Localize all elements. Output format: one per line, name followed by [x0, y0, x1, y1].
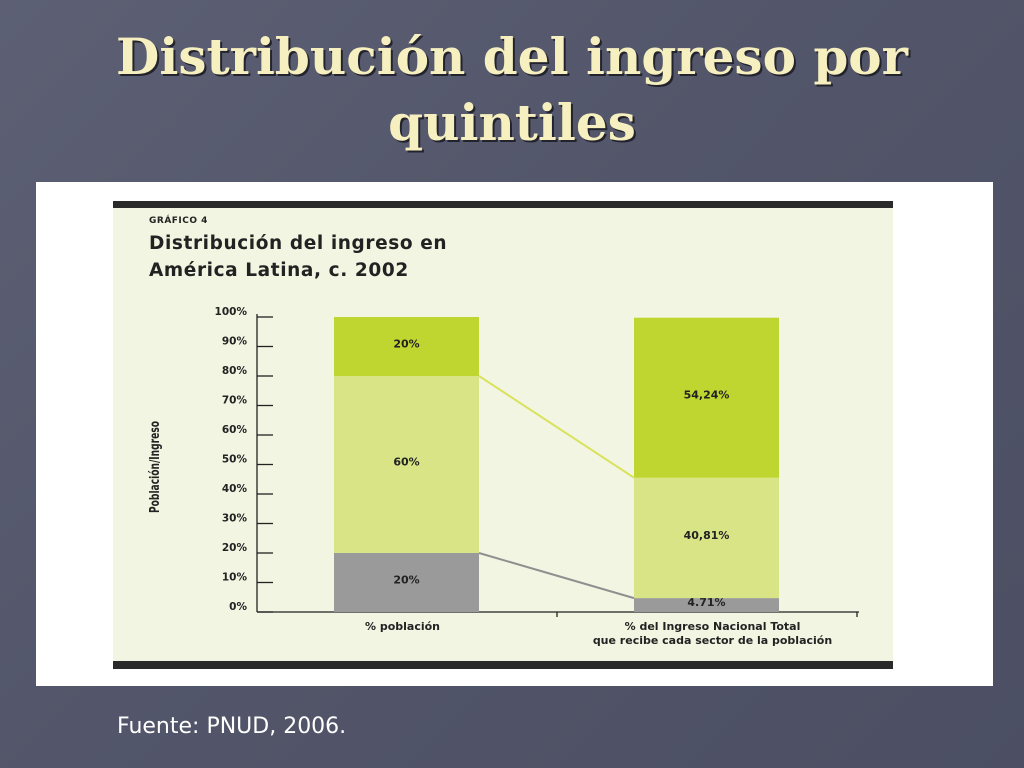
connector-line [478, 375, 635, 479]
y-tick-label: 0% [229, 601, 247, 613]
bar-segment-label: 4.71% [687, 596, 725, 609]
bar-segment-label: 40,81% [684, 529, 730, 542]
figure-title: Distribución del ingreso en América Lati… [149, 230, 447, 284]
top-rule [113, 201, 893, 208]
source-note: Fuente: PNUD, 2006. [117, 714, 347, 739]
bar-segment [334, 317, 479, 376]
y-tick-label: 10% [222, 572, 248, 584]
figure-frame: GRÁFICO 4 Distribución del ingreso en Am… [36, 182, 993, 686]
bar-segment [334, 553, 479, 612]
figure-title-line-2: América Latina, c. 2002 [149, 260, 409, 281]
connector-line [478, 552, 635, 600]
y-tick-label: 100% [215, 306, 248, 318]
chart-panel: GRÁFICO 4 Distribución del ingreso en Am… [113, 201, 893, 669]
y-tick-label: 50% [222, 454, 248, 466]
figure-title-line-1: Distribución del ingreso en [149, 233, 448, 254]
slide-title-line-1: Distribución del ingreso por [116, 27, 908, 86]
y-tick-label: 60% [222, 424, 248, 436]
bar-segment-label: 20% [393, 338, 419, 351]
slide-title-line-2: quintiles [388, 93, 636, 152]
stacked-bar-chart: 0% 10% 20% 30% 40% 50% 60% 70% 80% 90% 100% Poblaci… [148, 306, 859, 647]
x-category-label: % del Ingreso Nacional Total [625, 620, 801, 633]
bar-segment-label: 54,24% [684, 389, 730, 402]
y-tick-label: 20% [222, 542, 248, 554]
y-tick-label: 90% [222, 336, 248, 348]
x-category-label: % población [365, 620, 440, 633]
y-tick-label: 30% [222, 513, 248, 525]
x-category-label: que recibe cada sector de la población [593, 634, 832, 647]
bar-segment-label: 60% [393, 456, 419, 469]
bar-segment [634, 477, 779, 599]
y-tick-label: 40% [222, 483, 248, 495]
bottom-rule [113, 661, 893, 669]
y-tick-label: 80% [222, 365, 248, 377]
bar-segment [334, 376, 479, 553]
y-tick-label: 70% [222, 395, 248, 407]
bar-segment [634, 317, 779, 478]
figure-label: GRÁFICO 4 [149, 216, 208, 226]
bar-segment [634, 598, 779, 612]
bar-segment-label: 20% [393, 574, 419, 587]
slide-title: Distribución del ingreso por quintiles [60, 24, 964, 156]
y-axis-title: Población/Ingreso [148, 421, 163, 513]
